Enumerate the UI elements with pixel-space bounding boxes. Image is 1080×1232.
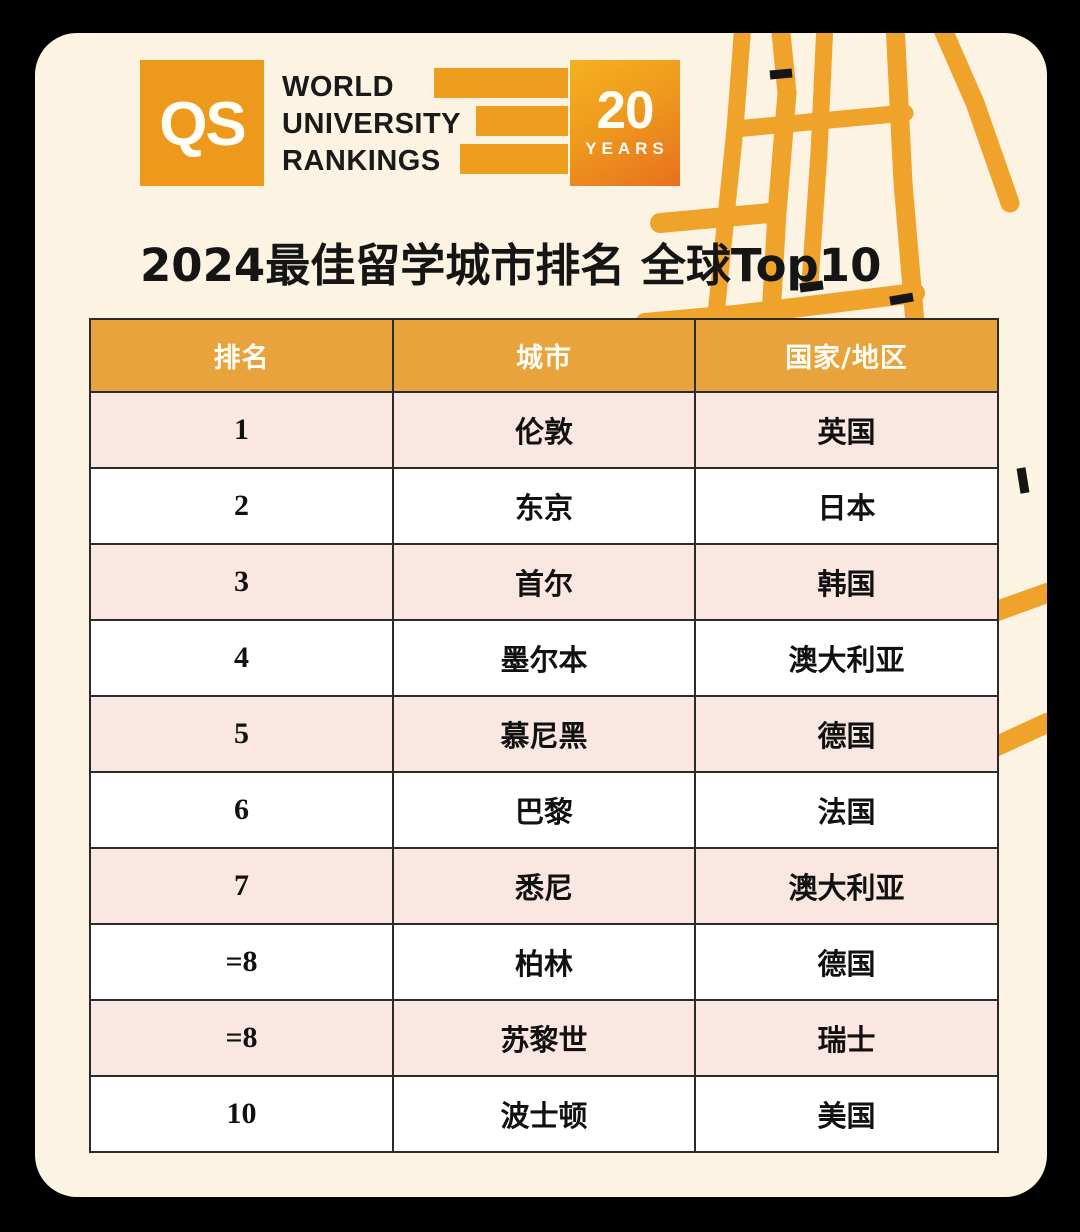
cell-rank: =8: [89, 999, 394, 1077]
table-row: 4 墨尔本 澳大利亚: [89, 619, 999, 697]
ranking-table: 排名 城市 国家/地区 1 伦敦 英国 2 东京 日本 3 首尔: [89, 318, 999, 1153]
cell-country: 德国: [694, 923, 999, 1001]
cell-rank: =8: [89, 923, 394, 1001]
cell-city: 首尔: [392, 543, 696, 621]
cell-rank: 7: [89, 847, 394, 925]
cell-country: 瑞士: [694, 999, 999, 1077]
table-row: 2 东京 日本: [89, 467, 999, 545]
cell-country: 法国: [694, 771, 999, 849]
poster-card: QS WORLD UNIVERSITY RANKINGS 20 YEARS 20…: [35, 33, 1047, 1197]
cell-city: 东京: [392, 467, 696, 545]
cell-rank: 5: [89, 695, 394, 773]
anniversary-number: 20: [596, 81, 655, 141]
table-row: =8 苏黎世 瑞士: [89, 999, 999, 1077]
cell-country: 美国: [694, 1075, 999, 1153]
cell-country: 英国: [694, 391, 999, 469]
table-row: 1 伦敦 英国: [89, 391, 999, 469]
anniversary-badge: 20 YEARS: [570, 60, 680, 186]
wordmark-line-rankings: RANKINGS: [282, 145, 441, 177]
cell-city: 伦敦: [392, 391, 696, 469]
table-body: 1 伦敦 英国 2 东京 日本 3 首尔 韩国 4 墨尔本 澳大利亚: [89, 391, 999, 1153]
logo-bar-2: [476, 106, 568, 136]
cell-rank: 2: [89, 467, 394, 545]
column-header-city: 城市: [392, 318, 696, 393]
logo-bar-3: [460, 144, 568, 174]
table-row: =8 柏林 德国: [89, 923, 999, 1001]
cell-city: 慕尼黑: [392, 695, 696, 773]
cell-country: 澳大利亚: [694, 847, 999, 925]
cell-country: 德国: [694, 695, 999, 773]
logo-bar-1: [434, 68, 568, 98]
column-header-country: 国家/地区: [694, 318, 999, 393]
cell-city: 墨尔本: [392, 619, 696, 697]
cell-rank: 6: [89, 771, 394, 849]
cell-rank: 3: [89, 543, 394, 621]
cell-city: 柏林: [392, 923, 696, 1001]
cell-rank: 1: [89, 391, 394, 469]
cell-country: 韩国: [694, 543, 999, 621]
wordmark-line-university: UNIVERSITY: [282, 108, 462, 140]
qs-logo-mark: QS: [140, 60, 264, 186]
qs-logo-lockup: QS WORLD UNIVERSITY RANKINGS 20 YEARS: [140, 60, 680, 186]
anniversary-label: YEARS: [585, 138, 669, 158]
cell-city: 波士顿: [392, 1075, 696, 1153]
cell-city: 苏黎世: [392, 999, 696, 1077]
table-row: 7 悉尼 澳大利亚: [89, 847, 999, 925]
cell-rank: 4: [89, 619, 394, 697]
qs-logo-text: QS: [159, 90, 247, 159]
table-row: 3 首尔 韩国: [89, 543, 999, 621]
qs-logo-wordmark: WORLD UNIVERSITY RANKINGS: [264, 60, 568, 186]
table-row: 5 慕尼黑 德国: [89, 695, 999, 773]
column-header-rank: 排名: [89, 318, 394, 393]
wordmark-line-world: WORLD: [282, 71, 395, 103]
cell-country: 日本: [694, 467, 999, 545]
table-row: 10 波士顿 美国: [89, 1075, 999, 1153]
table-row: 6 巴黎 法国: [89, 771, 999, 849]
table-header: 排名 城市 国家/地区: [89, 318, 999, 393]
page-title: 2024最佳留学城市排名 全球Top10: [140, 239, 882, 292]
table-header-row: 排名 城市 国家/地区: [89, 318, 999, 393]
cell-city: 悉尼: [392, 847, 696, 925]
cell-rank: 10: [89, 1075, 394, 1153]
cell-city: 巴黎: [392, 771, 696, 849]
cell-country: 澳大利亚: [694, 619, 999, 697]
